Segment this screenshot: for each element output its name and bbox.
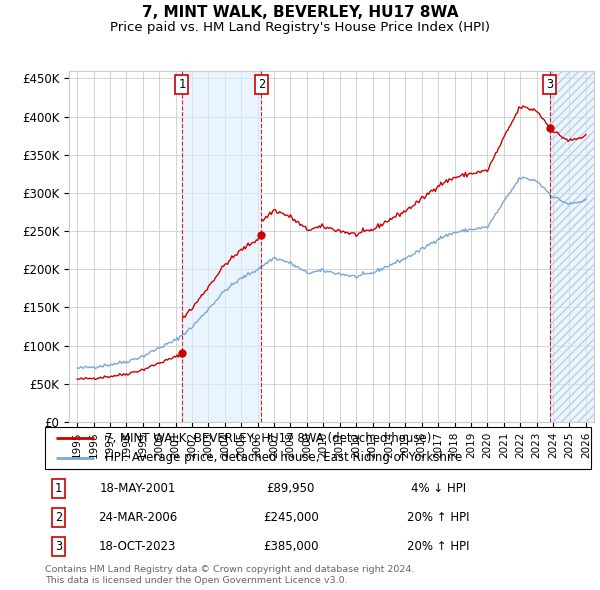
Text: HPI: Average price, detached house, East Riding of Yorkshire: HPI: Average price, detached house, East… — [105, 451, 463, 464]
Text: £385,000: £385,000 — [263, 540, 319, 553]
Text: Price paid vs. HM Land Registry's House Price Index (HPI): Price paid vs. HM Land Registry's House … — [110, 21, 490, 34]
Text: 7, MINT WALK, BEVERLEY, HU17 8WA: 7, MINT WALK, BEVERLEY, HU17 8WA — [142, 5, 458, 19]
Text: 2: 2 — [258, 78, 265, 91]
Text: 7, MINT WALK, BEVERLEY, HU17 8WA (detached house): 7, MINT WALK, BEVERLEY, HU17 8WA (detach… — [105, 431, 431, 444]
Text: £89,950: £89,950 — [266, 481, 315, 495]
Text: 4% ↓ HPI: 4% ↓ HPI — [410, 481, 466, 495]
Text: 18-OCT-2023: 18-OCT-2023 — [99, 540, 176, 553]
Bar — [550, 71, 594, 422]
Text: 24-MAR-2006: 24-MAR-2006 — [98, 511, 178, 524]
Text: £245,000: £245,000 — [263, 511, 319, 524]
Bar — [550, 71, 594, 422]
Bar — [182, 71, 262, 422]
Text: 20% ↑ HPI: 20% ↑ HPI — [407, 511, 469, 524]
Text: 2: 2 — [55, 511, 62, 524]
Text: 20% ↑ HPI: 20% ↑ HPI — [407, 540, 469, 553]
Text: 3: 3 — [546, 78, 553, 91]
Text: Contains HM Land Registry data © Crown copyright and database right 2024.
This d: Contains HM Land Registry data © Crown c… — [45, 565, 415, 585]
Text: 1: 1 — [55, 481, 62, 495]
Text: 18-MAY-2001: 18-MAY-2001 — [100, 481, 176, 495]
Text: 3: 3 — [55, 540, 62, 553]
Text: 1: 1 — [178, 78, 185, 91]
